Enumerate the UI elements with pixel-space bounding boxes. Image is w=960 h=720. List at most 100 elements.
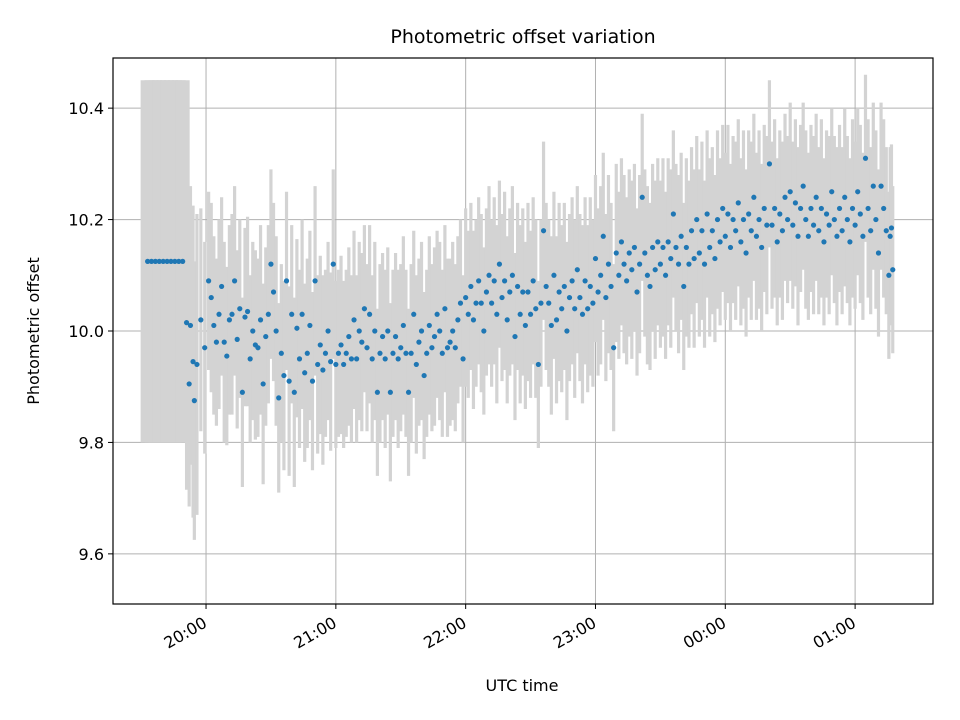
data-point [405,389,412,395]
data-point [289,311,295,317]
data-point [572,306,578,312]
data-point [777,211,783,217]
data-point [286,378,292,384]
data-point [712,255,718,262]
data-point [494,311,500,317]
data-point [546,300,552,306]
data-point [699,228,705,234]
data-point [675,261,682,267]
data-point [585,306,591,312]
data-point [463,294,469,301]
data-point [792,200,798,206]
data-point [416,339,422,345]
data-point [785,216,791,223]
data-point [753,233,760,239]
data-point [714,216,721,223]
data-point [221,339,227,345]
data-point [294,325,300,331]
data-point [302,370,308,376]
data-point [476,278,482,284]
data-point [481,328,487,334]
data-point [413,361,419,368]
data-point [595,289,601,295]
data-point [725,211,731,217]
data-point [525,289,531,295]
data-point [351,317,357,323]
data-point [356,328,362,334]
data-point [748,228,754,234]
data-point [813,194,819,200]
data-point [740,216,747,223]
data-point [483,289,490,295]
data-point [787,189,793,195]
data-point [883,228,889,234]
data-point [621,261,627,267]
data-point [761,205,767,212]
y-tick-label: 9.8 [79,433,104,452]
data-point [670,211,676,217]
data-point [849,205,856,212]
data-point [603,294,609,301]
data-point [330,261,336,267]
data-point [548,322,554,329]
data-point [426,322,432,329]
data-point [738,239,744,245]
data-point [569,278,575,284]
data-point [522,322,528,329]
data-point [168,258,174,264]
data-point [821,239,827,245]
data-point [343,350,349,356]
data-point [707,244,713,251]
data-point [328,359,334,365]
data-point [733,228,739,234]
data-point [273,328,279,334]
data-point [382,356,388,362]
data-point [535,361,541,368]
data-point [875,250,882,256]
data-point [616,272,622,278]
data-point [429,345,435,351]
data-point [665,239,671,245]
data-point [839,228,845,234]
data-point [611,345,617,351]
data-point [283,278,290,284]
data-point [857,211,863,217]
data-point [530,278,536,284]
data-point [704,211,710,217]
data-point [618,239,625,245]
data-point [683,244,689,251]
data-point [561,283,567,290]
data-point [468,283,474,290]
data-point [655,239,661,245]
data-point [862,155,869,161]
data-point [231,278,238,284]
data-point [887,233,893,239]
data-point [276,395,282,401]
data-point [730,216,736,223]
data-point [639,194,645,200]
data-point [868,228,874,234]
data-point [624,278,630,284]
y-axis-label: Photometric offset [24,257,43,405]
data-point [520,289,526,295]
data-point [208,294,214,301]
data-point [831,216,837,223]
data-point [403,350,409,356]
data-point [662,272,669,278]
data-point [543,283,549,290]
data-point [590,300,596,306]
data-point [860,233,866,239]
data-point [333,361,339,368]
data-point [278,350,284,356]
data-point [499,294,505,301]
data-point [229,311,235,317]
data-point [317,342,323,348]
data-point [888,225,895,231]
data-point [592,255,599,262]
data-point [691,255,697,262]
data-point [255,345,261,351]
data-point [652,267,658,273]
data-point [281,372,287,379]
data-point [470,317,477,323]
data-point [808,205,814,212]
